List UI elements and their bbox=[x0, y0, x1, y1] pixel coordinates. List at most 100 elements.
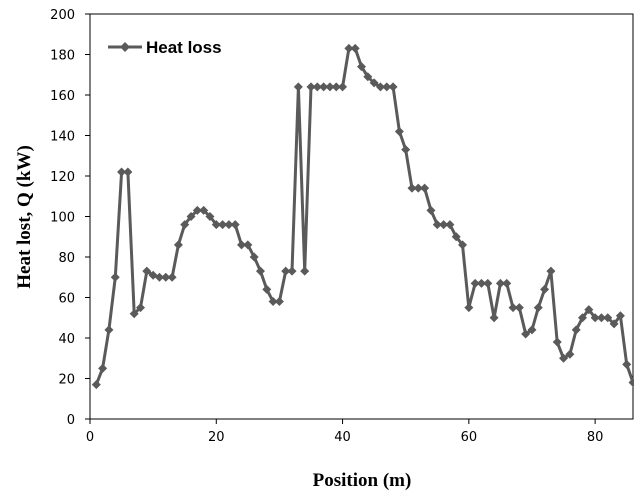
data-point bbox=[123, 167, 133, 177]
data-point bbox=[363, 72, 373, 82]
data-point bbox=[464, 303, 474, 313]
data-point bbox=[540, 284, 550, 294]
data-point bbox=[489, 313, 499, 323]
data-point bbox=[445, 220, 455, 230]
x-tick-label: 0 bbox=[86, 430, 94, 445]
data-point bbox=[129, 309, 139, 319]
data-point bbox=[142, 266, 152, 276]
data-point bbox=[502, 278, 512, 288]
y-tick-label: 100 bbox=[50, 211, 75, 226]
data-point bbox=[603, 313, 613, 323]
y-tick-label: 200 bbox=[50, 8, 75, 23]
data-point bbox=[350, 43, 360, 53]
data-point bbox=[508, 303, 518, 313]
data-point bbox=[407, 183, 417, 193]
data-point bbox=[173, 240, 183, 250]
data-point bbox=[622, 359, 632, 369]
y-tick-label: 180 bbox=[50, 49, 75, 64]
data-point bbox=[388, 82, 398, 92]
y-axis-title: Heat lost, Q (kW) bbox=[14, 145, 35, 289]
data-point bbox=[262, 284, 272, 294]
data-point bbox=[470, 278, 480, 288]
data-point bbox=[136, 303, 146, 313]
legend-label: Heat loss bbox=[146, 38, 222, 57]
data-point bbox=[439, 220, 449, 230]
data-point bbox=[117, 167, 127, 177]
data-point bbox=[110, 272, 120, 282]
data-point bbox=[218, 220, 228, 230]
data-point bbox=[331, 82, 341, 92]
data-point bbox=[527, 325, 537, 335]
x-tick-label: 60 bbox=[461, 430, 478, 445]
data-point bbox=[243, 240, 253, 250]
data-point bbox=[224, 220, 234, 230]
legend-marker-icon bbox=[120, 42, 130, 52]
data-point bbox=[401, 145, 411, 155]
x-tick-label: 40 bbox=[334, 430, 351, 445]
data-point bbox=[584, 305, 594, 315]
data-point bbox=[192, 205, 202, 215]
data-point bbox=[357, 62, 366, 72]
plot-border bbox=[89, 13, 634, 420]
data-point bbox=[287, 266, 297, 276]
data-point bbox=[274, 297, 284, 307]
y-tick-label: 140 bbox=[50, 130, 75, 145]
data-point bbox=[375, 82, 385, 92]
y-tick-label: 60 bbox=[58, 292, 75, 307]
data-point bbox=[319, 82, 329, 92]
data-point bbox=[300, 266, 310, 276]
y-tick-label: 20 bbox=[58, 373, 75, 388]
data-point bbox=[161, 272, 171, 282]
data-point bbox=[98, 363, 108, 373]
data-point bbox=[476, 278, 486, 288]
plot-area bbox=[89, 13, 634, 420]
data-point bbox=[596, 313, 606, 323]
data-point bbox=[338, 82, 348, 92]
y-tick-label: 40 bbox=[58, 332, 75, 347]
data-point bbox=[483, 278, 493, 288]
y-tick-label: 120 bbox=[50, 170, 75, 185]
data-point bbox=[268, 297, 278, 307]
data-point bbox=[432, 220, 442, 230]
y-tick-label: 160 bbox=[50, 89, 75, 104]
y-tick-label: 80 bbox=[58, 251, 75, 266]
data-point bbox=[249, 252, 259, 262]
data-point bbox=[91, 380, 101, 390]
data-point bbox=[199, 205, 209, 215]
data-point bbox=[344, 43, 354, 53]
data-point bbox=[369, 78, 379, 88]
data-point bbox=[281, 266, 291, 276]
data-point bbox=[420, 183, 430, 193]
data-point bbox=[230, 220, 240, 230]
data-point bbox=[451, 232, 461, 242]
data-point bbox=[306, 82, 316, 92]
data-point bbox=[167, 272, 177, 282]
x-axis: 0 20 40 60 80 bbox=[86, 419, 603, 445]
data-point bbox=[495, 278, 505, 288]
data-point bbox=[559, 353, 569, 363]
data-point bbox=[237, 240, 247, 250]
data-point bbox=[312, 82, 322, 92]
x-axis-title: Position (m) bbox=[313, 470, 412, 491]
data-point bbox=[590, 313, 600, 323]
data-point bbox=[293, 82, 303, 92]
data-point bbox=[205, 212, 215, 221]
data-point bbox=[382, 82, 392, 92]
data-point bbox=[552, 337, 562, 347]
data-point bbox=[394, 126, 404, 136]
data-point bbox=[255, 266, 265, 276]
data-point bbox=[325, 82, 335, 92]
data-point bbox=[514, 303, 524, 313]
data-point bbox=[104, 325, 114, 335]
x-tick-label: 20 bbox=[208, 430, 225, 445]
series-layer bbox=[91, 43, 634, 390]
series-line bbox=[94, 46, 634, 386]
y-axis: 0 20 40 60 80 100 120 140 160 180 200 bbox=[50, 8, 90, 428]
data-point bbox=[413, 183, 423, 193]
data-point bbox=[211, 220, 221, 230]
data-point bbox=[154, 272, 164, 282]
y-tick-label: 0 bbox=[67, 413, 75, 428]
data-point bbox=[571, 325, 581, 335]
data-point bbox=[426, 205, 436, 215]
data-point bbox=[521, 329, 531, 339]
